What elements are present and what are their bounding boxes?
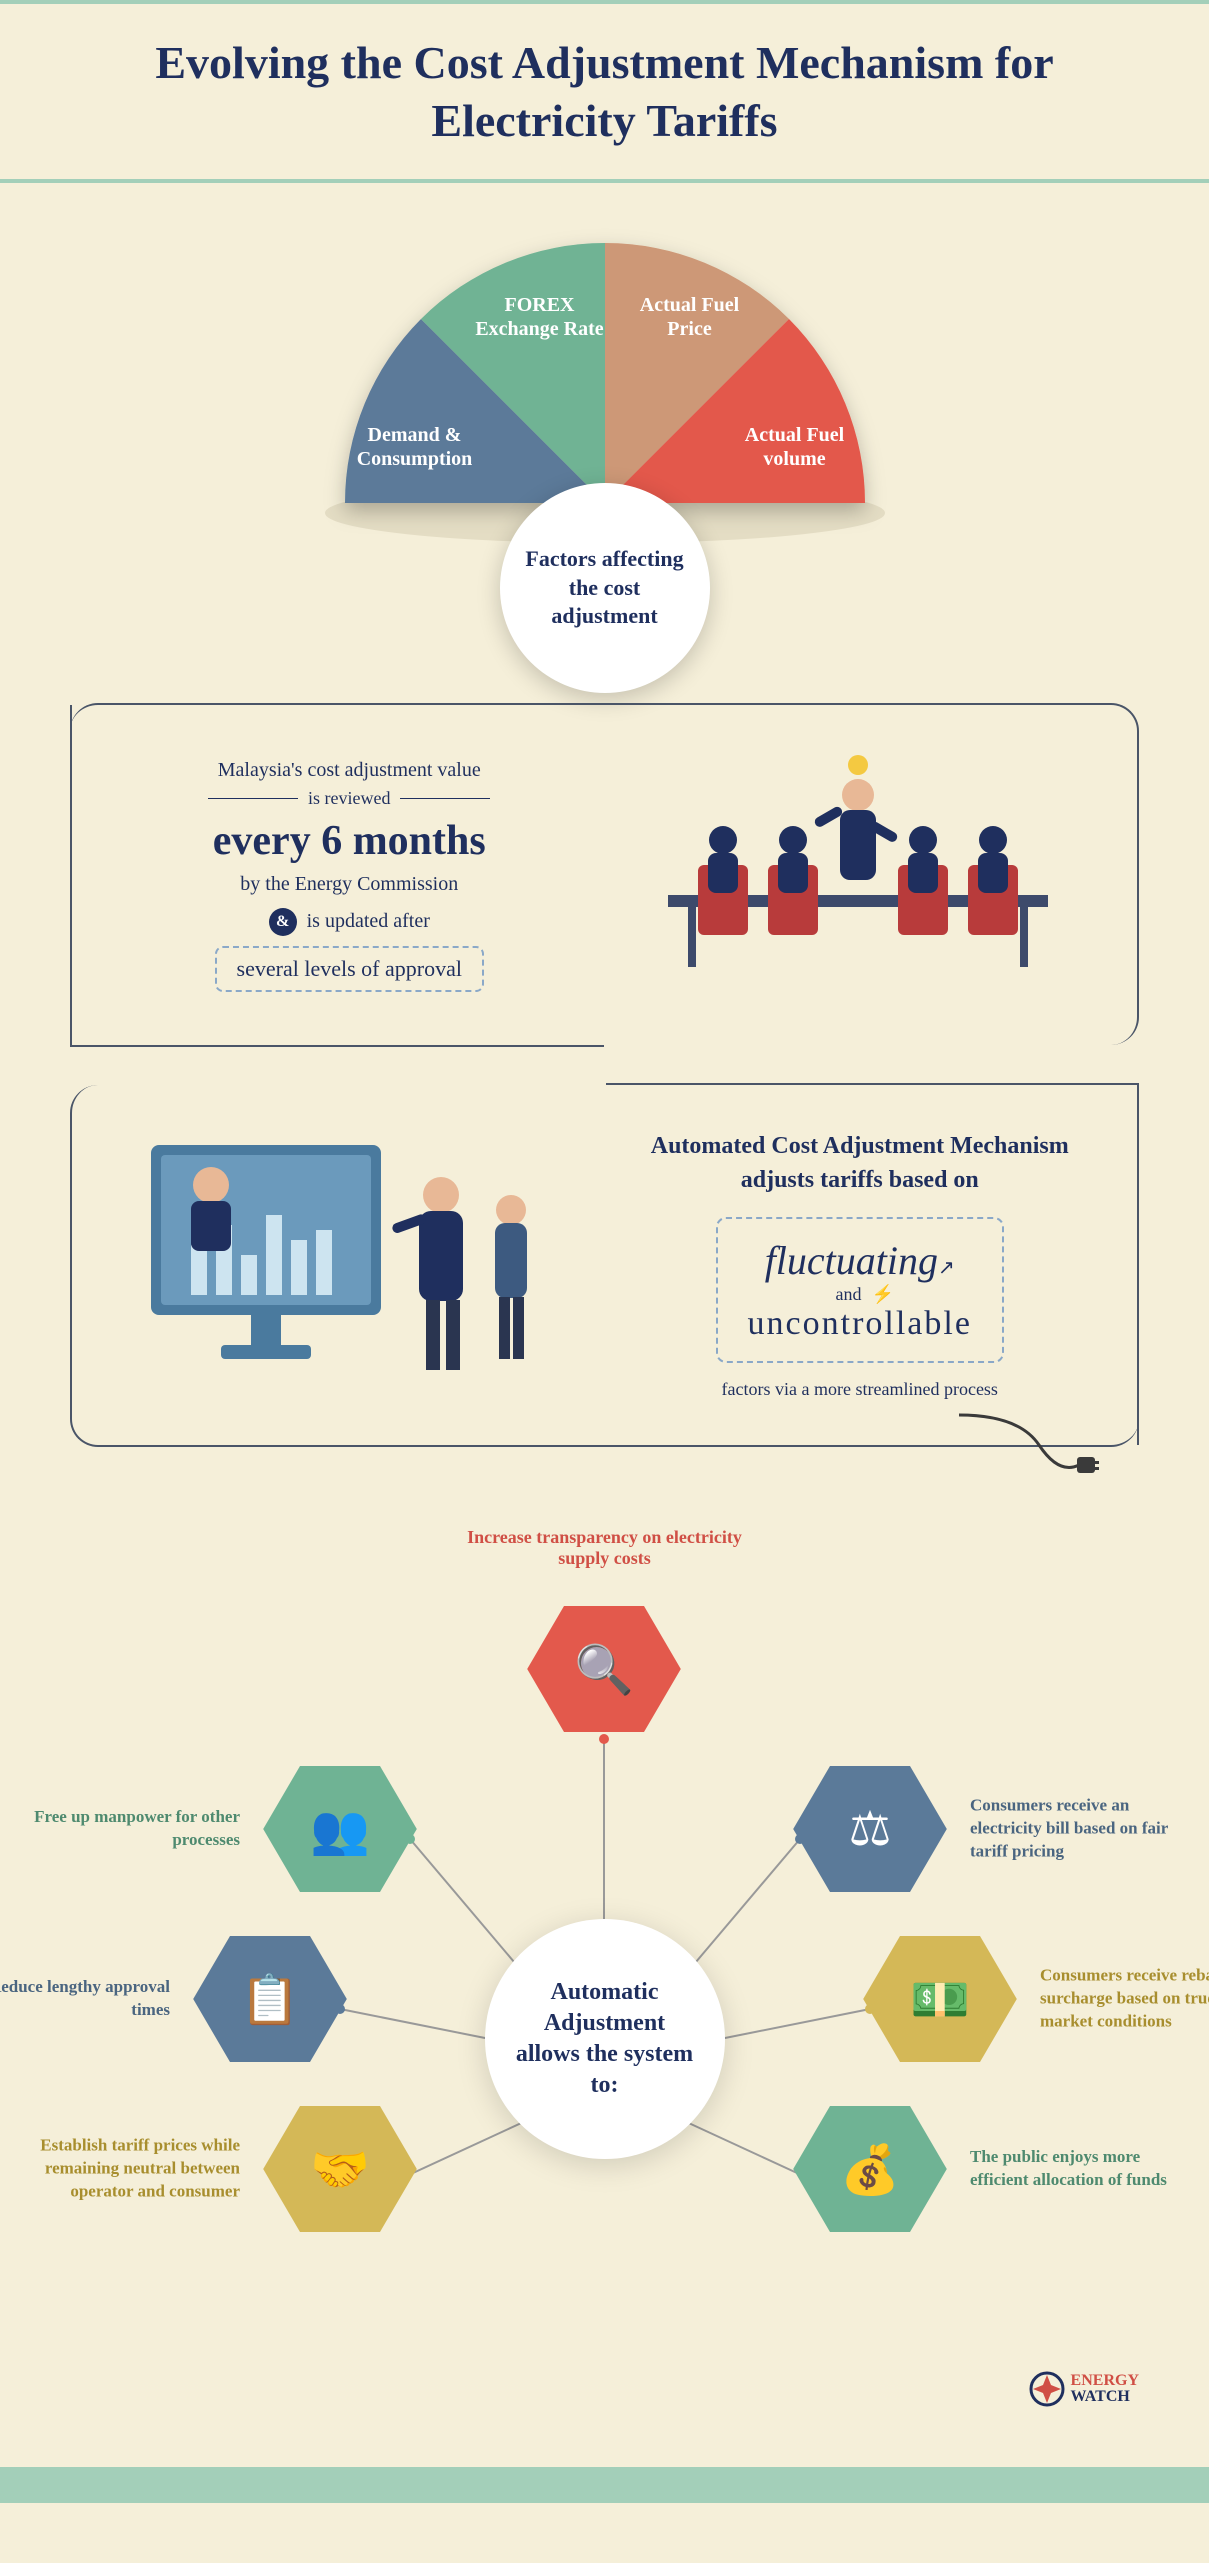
hex-rebates: 💵 Consumers receive rebates or surcharge… [860,1929,1020,2069]
footer-band [0,2467,1209,2503]
brand-logo: ENERGY WATCH [1029,2371,1139,2407]
donut-chart-section: Demand & Consumption FOREX Exchange Rate… [0,183,1209,623]
page-title: Evolving the Cost Adjustment Mechanism f… [60,34,1149,149]
segment-label-fuel-price: Actual Fuel Price [625,293,755,341]
acam-and: and [836,1284,862,1304]
donut-center-text: Factors affecting the cost adjustment [520,545,690,631]
acam-uncontrollable: uncontrollable [748,1305,972,1342]
review-interval: every 6 months [120,817,579,865]
infographic-page: Evolving the Cost Adjustment Mechanism f… [0,0,1209,2563]
people-icon: 👥 [260,1759,420,1899]
plug-wire-icon [959,1405,1099,1495]
hex-transparency: 🔍 [524,1599,684,1739]
presentation-illustration [122,1125,581,1405]
segment-label-fuel-volume: Actual Fuel volume [725,423,865,471]
hex-label-allocation: The public enjoys more efficient allocat… [970,2146,1190,2192]
acam-panel: Automated Cost Adjustment Mechanism adju… [70,1085,1139,1447]
segment-label-forex: FOREX Exchange Rate [475,293,605,341]
hex-hub-text: Automatic Adjustment allows the system t… [515,1977,695,2102]
review-line2: by the Energy Commission [120,873,579,896]
hex-label-neutral: Establish tariff prices while remaining … [20,2135,240,2204]
review-line1: Malaysia's cost adjustment value [120,759,579,782]
hexagon-section: Increase transparency on electricity sup… [0,1527,1209,2427]
hex-label-fair: Consumers receive an electricity bill ba… [970,1795,1190,1864]
review-ampersand-row: & is updated after [120,908,579,936]
review-updated-text: is updated after [307,910,430,933]
donut-chart: Demand & Consumption FOREX Exchange Rate… [285,223,925,543]
hex-fair: ⚖ Consumers receive an electricity bill … [790,1759,950,1899]
hex-top-caption: Increase transparency on electricity sup… [445,1527,765,1569]
hex-manpower: 👥 Free up manpower for other processes [260,1759,420,1899]
handshake-icon: 🤝 [260,2099,420,2239]
logo-text: ENERGY WATCH [1071,2373,1139,2405]
hex-hub: Automatic Adjustment allows the system t… [485,1919,725,2159]
magnify-icon: 🔍 [524,1599,684,1739]
hex-grid: 🔍 👥 Free up manpower for other processes… [80,1589,1129,2289]
review-panel: Malaysia's cost adjustment value is revi… [70,703,1139,1045]
hex-label-manpower: Free up manpower for other processes [20,1806,240,1852]
review-divider: is reviewed [120,788,579,809]
review-text-block: Malaysia's cost adjustment value is revi… [120,759,579,992]
scale-icon: ⚖ [790,1759,950,1899]
hex-approval: 📋 Reduce lengthy approval times [190,1929,350,2069]
clipboard-icon: 📋 [190,1929,350,2069]
header-inner: Evolving the Cost Adjustment Mechanism f… [0,4,1209,179]
segment-label-demand: Demand & Consumption [345,423,485,471]
review-dashed-box: several levels of approval [215,946,484,992]
hex-label-rebates: Consumers receive rebates or surcharge b… [1040,1965,1209,2034]
moneybag-icon: 💰 [790,2099,950,2239]
ampersand-icon: & [269,908,297,936]
acam-script-box: fluctuating↗ and⚡ uncontrollable [716,1217,1004,1363]
acam-line2: factors via a more streamlined process [631,1379,1090,1400]
hex-allocation: 💰 The public enjoys more efficient alloc… [790,2099,950,2239]
acam-text-block: Automated Cost Adjustment Mechanism adju… [631,1130,1090,1400]
acam-line1: Automated Cost Adjustment Mechanism adju… [631,1130,1090,1197]
money-hand-icon: 💵 [860,1929,1020,2069]
header-band: Evolving the Cost Adjustment Mechanism f… [0,0,1209,183]
donut-center: Factors affecting the cost adjustment [500,483,710,693]
hex-neutral: 🤝 Establish tariff prices while remainin… [260,2099,420,2239]
logo-icon [1029,2371,1065,2407]
acam-fluctuating: fluctuating [765,1238,938,1283]
hex-label-approval: Reduce lengthy approval times [0,1976,170,2022]
meeting-illustration [629,745,1088,1005]
